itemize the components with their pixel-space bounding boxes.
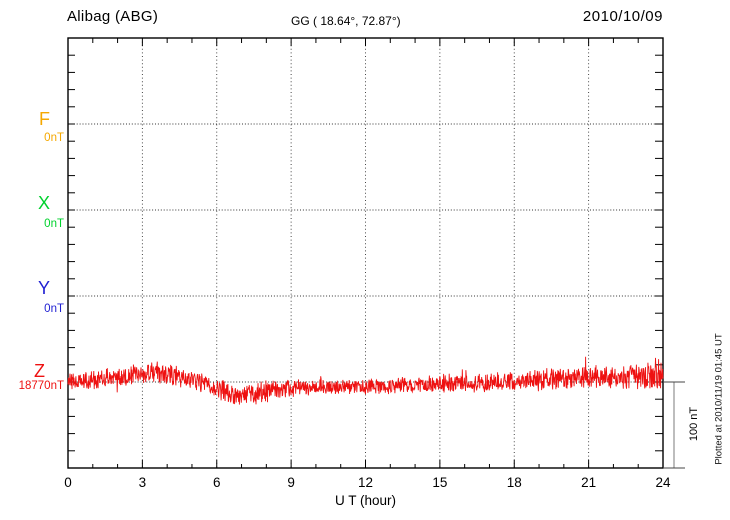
x-tick-label: 18 [507,475,522,490]
geographic-coordinates: GG ( 18.64°, 72.87°) [291,14,401,28]
channel-y-baseline-value: 0nT [44,303,64,315]
channel-x-label: X [37,193,50,213]
x-tick-label: 15 [432,475,447,490]
trace-z [67,356,664,405]
x-tick-label: 24 [655,475,671,490]
x-tick-label: 21 [581,475,596,490]
channel-f-label: F [39,109,50,129]
channel-z-baseline-value: 18770nT [18,380,64,392]
x-tick-label: 6 [213,475,221,490]
plotted-at-timestamp: Plotted at 2010/11/19 01:45 UT [713,333,725,465]
x-tick-label: 3 [139,475,147,490]
station-title: Alibag (ABG) [67,8,159,25]
channel-f-baseline-value: 0nT [44,132,64,144]
channel-y-label: Y [37,278,50,298]
x-tick-label: 12 [358,475,373,490]
channel-z-label: Z [34,361,45,381]
scale-bar-label: 100 nT [688,406,700,442]
x-axis-title: U T (hour) [334,493,397,508]
x-tick-label: 9 [287,475,295,490]
plot-date: 2010/10/09 [582,8,663,25]
channel-x-baseline-value: 0nT [44,218,64,230]
x-tick-label: 0 [64,475,72,490]
